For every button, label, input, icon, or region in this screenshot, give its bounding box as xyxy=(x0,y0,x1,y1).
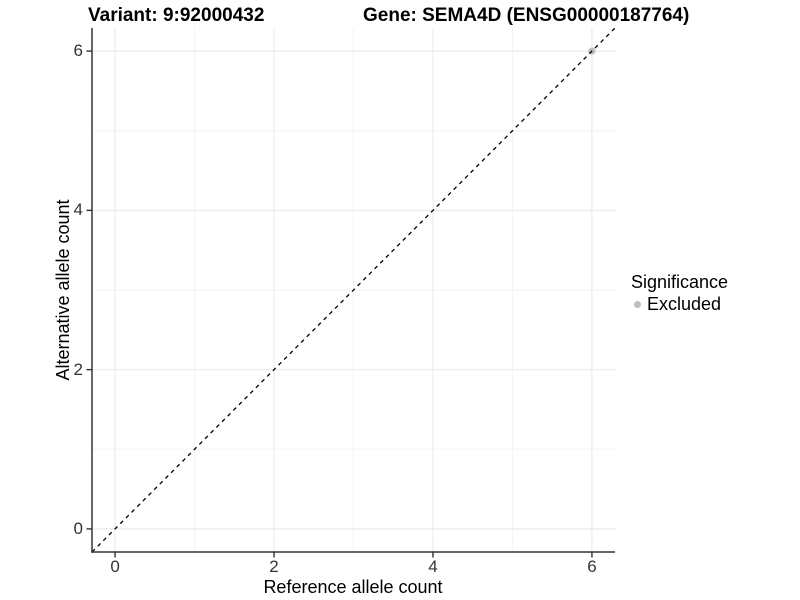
x-tick-label: 0 xyxy=(110,557,120,576)
y-axis-title: Alternative allele count xyxy=(53,199,73,381)
y-tick-label: 4 xyxy=(73,200,83,220)
y-tick-label: 0 xyxy=(73,518,83,538)
legend-item-label: Excluded xyxy=(647,294,722,314)
plot-title-gene: Gene: SEMA4D (ENSG00000187764) xyxy=(363,5,690,26)
legend-item-excluded: Excluded xyxy=(631,293,728,315)
plot-panel xyxy=(86,28,616,558)
legend-point-icon xyxy=(634,300,641,308)
x-tick-label: 4 xyxy=(428,557,438,576)
y-tick-label: 6 xyxy=(73,41,83,61)
identity-line xyxy=(91,28,616,553)
y-tick-label: 2 xyxy=(73,359,83,379)
legend-title: Significance xyxy=(631,272,729,292)
legend: Significance Excluded xyxy=(631,271,728,315)
plot-title-variant: Variant: 9:92000432 xyxy=(88,5,265,26)
x-axis-title: Reference allele count xyxy=(263,577,443,597)
x-tick-label: 6 xyxy=(587,557,597,576)
x-tick-label: 2 xyxy=(269,557,279,576)
